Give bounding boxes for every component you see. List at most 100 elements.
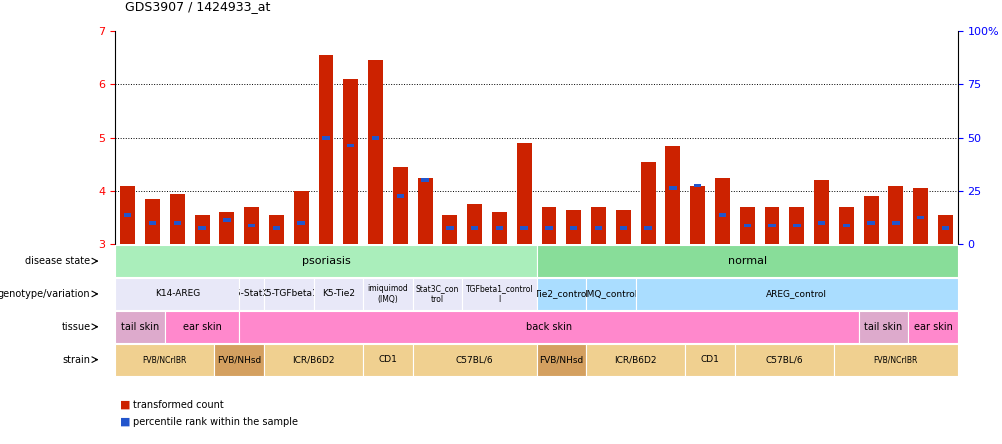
Bar <box>145 199 159 244</box>
Text: TGFbeta1_control
l: TGFbeta1_control l <box>465 284 533 304</box>
Bar <box>120 186 135 244</box>
Bar <box>446 226 453 230</box>
Bar <box>222 218 230 222</box>
Text: Stat3C_con
trol: Stat3C_con trol <box>416 284 459 304</box>
Bar <box>863 196 878 244</box>
Text: tail skin: tail skin <box>121 322 159 332</box>
Text: ear skin: ear skin <box>913 322 952 332</box>
Bar <box>417 178 432 244</box>
Bar <box>892 221 899 225</box>
Bar <box>467 204 482 244</box>
Text: strain: strain <box>62 355 90 365</box>
Text: K5-Tie2: K5-Tie2 <box>322 289 355 298</box>
Bar <box>319 55 333 244</box>
Text: FVB/NCrIBR: FVB/NCrIBR <box>142 355 187 364</box>
Bar <box>913 188 927 244</box>
Bar <box>495 226 503 230</box>
Bar <box>492 212 506 244</box>
Bar <box>194 215 209 244</box>
Bar <box>689 186 704 244</box>
Bar <box>294 191 309 244</box>
Bar <box>442 215 457 244</box>
Bar <box>937 215 952 244</box>
Text: imiquimod
(IMQ): imiquimod (IMQ) <box>367 284 408 304</box>
Bar <box>372 136 379 139</box>
Text: K14-AREG: K14-AREG <box>154 289 199 298</box>
Bar <box>643 226 651 230</box>
Bar <box>298 221 305 225</box>
Text: tail skin: tail skin <box>864 322 902 332</box>
Bar <box>668 186 676 190</box>
Bar <box>545 226 552 230</box>
Bar <box>590 207 605 244</box>
Bar <box>817 221 825 225</box>
Bar <box>169 194 184 244</box>
Bar <box>594 226 601 230</box>
Bar <box>640 162 655 244</box>
Bar <box>322 136 330 139</box>
Text: FVB/NCrIBR: FVB/NCrIBR <box>873 355 917 364</box>
Bar <box>516 143 531 244</box>
Bar <box>916 216 924 219</box>
Text: disease state: disease state <box>25 256 90 266</box>
Bar <box>569 226 577 230</box>
Bar <box>269 215 284 244</box>
Bar <box>243 207 259 244</box>
Bar <box>941 226 948 230</box>
Bar <box>664 146 679 244</box>
Bar <box>867 221 874 225</box>
Bar <box>198 226 205 230</box>
Bar <box>619 226 626 230</box>
Text: IMQ_control: IMQ_control <box>584 289 637 298</box>
Bar <box>148 221 156 225</box>
Text: K5-Stat3C: K5-Stat3C <box>228 289 275 298</box>
Text: genotype/variation: genotype/variation <box>0 289 90 299</box>
Text: percentile rank within the sample: percentile rank within the sample <box>133 417 299 427</box>
Text: CD1: CD1 <box>700 355 718 364</box>
Bar <box>421 178 429 182</box>
Text: ICR/B6D2: ICR/B6D2 <box>292 355 335 364</box>
Text: normal: normal <box>726 256 767 266</box>
Bar <box>615 210 630 244</box>
Bar <box>718 213 725 217</box>
Bar <box>520 226 527 230</box>
Text: ICR/B6D2: ICR/B6D2 <box>614 355 656 364</box>
Bar <box>393 167 408 244</box>
Bar <box>842 224 850 227</box>
Text: C57BL/6: C57BL/6 <box>765 355 803 364</box>
Text: psoriasis: psoriasis <box>302 256 350 266</box>
Bar <box>693 184 700 187</box>
Bar <box>793 224 800 227</box>
Text: ■: ■ <box>120 400 130 410</box>
Bar <box>714 178 729 244</box>
Bar <box>247 224 256 227</box>
Text: transformed count: transformed count <box>133 400 223 410</box>
Bar <box>471 226 478 230</box>
Text: ■: ■ <box>120 417 130 427</box>
Bar <box>742 224 750 227</box>
Bar <box>396 194 404 198</box>
Text: ear skin: ear skin <box>182 322 221 332</box>
Bar <box>273 226 280 230</box>
Bar <box>814 180 829 244</box>
Text: GDS3907 / 1424933_at: GDS3907 / 1424933_at <box>125 0 271 13</box>
Bar <box>347 144 354 147</box>
Text: CD1: CD1 <box>378 355 397 364</box>
Text: C57BL/6: C57BL/6 <box>455 355 493 364</box>
Text: Tie2_control: Tie2_control <box>533 289 588 298</box>
Bar <box>838 207 853 244</box>
Bar <box>343 79 358 244</box>
Bar <box>768 224 775 227</box>
Bar <box>368 60 383 244</box>
Text: K5-TGFbeta1: K5-TGFbeta1 <box>260 289 318 298</box>
Bar <box>541 207 556 244</box>
Bar <box>764 207 779 244</box>
Bar <box>219 212 234 244</box>
Bar <box>888 186 903 244</box>
Text: FVB/NHsd: FVB/NHsd <box>539 355 583 364</box>
Bar <box>124 213 131 217</box>
Text: tissue: tissue <box>61 322 90 332</box>
Text: AREG_control: AREG_control <box>766 289 827 298</box>
Text: back skin: back skin <box>525 322 571 332</box>
Bar <box>173 221 180 225</box>
